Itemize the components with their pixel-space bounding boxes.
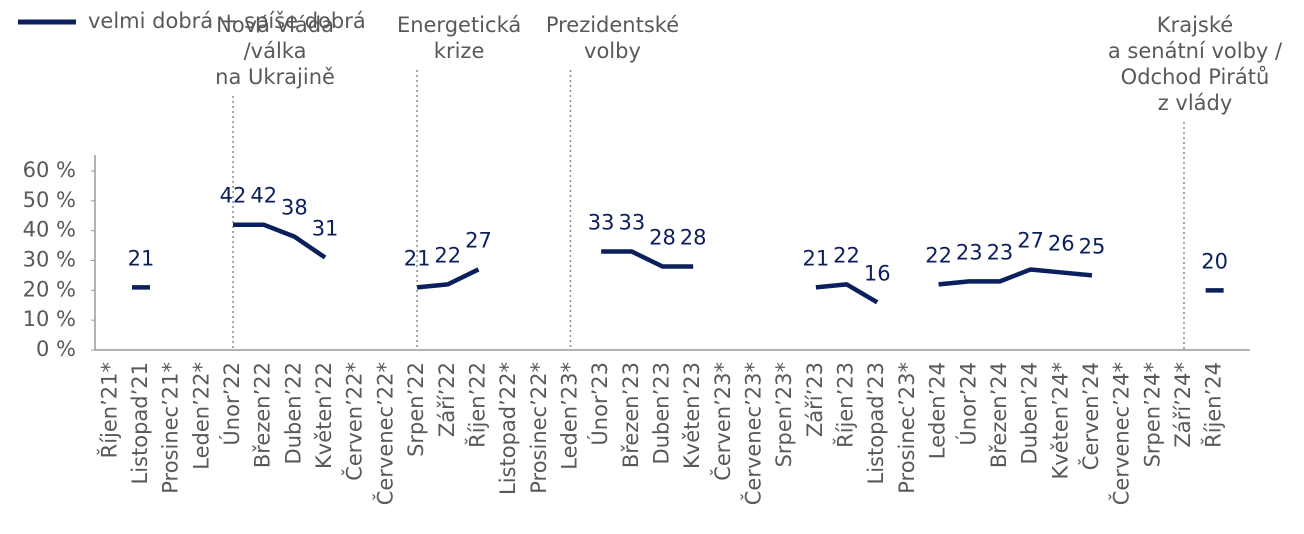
x-tick-label: Prosinec’22* — [527, 362, 551, 494]
data-label: 28 — [649, 225, 676, 249]
x-tick-label: Červenec’22* — [372, 362, 397, 505]
y-tick-label: 50 % — [23, 188, 76, 212]
data-label: 27 — [1017, 228, 1044, 252]
data-label: 25 — [1079, 234, 1106, 258]
annotation: a senátní volby / — [1108, 39, 1283, 63]
annotation: Odchod Pirátů — [1121, 65, 1270, 89]
x-tick-label: Leden’24 — [926, 362, 950, 459]
annotation: Krajské — [1157, 13, 1233, 37]
x-tick-label: Říjen’22 — [464, 362, 489, 448]
data-label: 22 — [833, 243, 860, 267]
data-label: 21 — [404, 246, 431, 270]
data-label: 22 — [925, 243, 952, 267]
data-label: 31 — [312, 217, 339, 241]
x-tick-label: Srpen’22 — [404, 362, 428, 457]
x-tick-label: Květen’22 — [312, 362, 336, 469]
annotation: z vlády — [1158, 91, 1233, 115]
annotation: na Ukrajině — [215, 65, 335, 89]
series-line — [601, 249, 694, 269]
annotation: /válka — [244, 39, 307, 63]
series-line — [233, 222, 327, 260]
y-tick-label: 30 % — [23, 248, 76, 272]
x-tick-label: Září’23 — [803, 362, 827, 437]
y-tick-label: 60 % — [23, 158, 76, 182]
x-tick-label: Prosinec’23* — [895, 362, 919, 494]
x-tick-label: Duben’22 — [281, 362, 305, 464]
x-tick-label: Březen’22 — [251, 362, 275, 468]
annotation: Prezidentské — [546, 13, 679, 37]
data-label: 16 — [864, 261, 891, 285]
data-label: 42 — [250, 184, 277, 208]
x-tick-label: Září’22 — [435, 362, 459, 437]
x-tick-label: Červenec’24* — [1109, 362, 1134, 505]
x-tick-label: Červen’23* — [710, 362, 735, 481]
annotation: krize — [434, 39, 485, 63]
x-tick-label: Duben’24 — [1018, 362, 1042, 464]
x-tick-label: Říjen’23 — [833, 362, 858, 448]
x-tick-label: Listopad’21 — [128, 362, 152, 484]
x-tick-label: Srpen’24* — [1140, 362, 1164, 467]
x-tick-label: Únor’22 — [219, 362, 244, 446]
data-label: 22 — [434, 243, 461, 267]
x-tick-label: Říjen’24 — [1201, 362, 1226, 448]
x-tick-label: Srpen’23* — [772, 362, 796, 467]
data-label: 21 — [803, 246, 830, 270]
data-label: 27 — [465, 228, 492, 252]
x-tick-label: Listopad’23 — [864, 362, 888, 484]
x-tick-label: Červenec’23* — [741, 362, 766, 505]
annotation: Nová vláda — [216, 13, 334, 37]
x-tick-label: Září’24* — [1171, 362, 1195, 448]
x-tick-label: Říjen’21* — [96, 362, 121, 458]
series-line — [938, 267, 1093, 287]
y-tick-label: 0 % — [36, 337, 76, 361]
x-tick-label: Květen’24* — [1048, 362, 1072, 479]
y-tick-label: 20 % — [23, 277, 76, 301]
x-tick-label: Únor’24 — [955, 362, 980, 446]
data-label: 33 — [588, 211, 615, 235]
x-tick-label: Březen’23 — [619, 362, 643, 468]
data-label: 42 — [220, 184, 247, 208]
data-label: 23 — [987, 240, 1014, 264]
data-label: 33 — [618, 211, 645, 235]
x-tick-label: Květen’23 — [680, 362, 704, 469]
data-label: 23 — [956, 240, 983, 264]
data-label: 26 — [1048, 231, 1075, 255]
x-tick-label: Duben’23 — [650, 362, 674, 464]
annotation: volby — [584, 39, 641, 63]
data-label: 21 — [128, 246, 155, 270]
y-tick-label: 10 % — [23, 307, 76, 331]
data-label: 38 — [281, 196, 308, 220]
x-tick-label: Březen’24 — [987, 362, 1011, 468]
y-tick-label: 40 % — [23, 218, 76, 242]
x-tick-label: Červen’22* — [342, 362, 367, 481]
x-tick-label: Únor’23 — [587, 362, 612, 446]
legend-label: velmi dobrá + spíše dobrá — [88, 9, 366, 33]
x-tick-label: Listopad’22* — [496, 362, 520, 495]
data-label: 20 — [1201, 249, 1228, 273]
series-line — [416, 267, 480, 290]
annotation: Energetická — [397, 13, 521, 37]
series-line — [815, 282, 879, 305]
x-tick-label: Prosinec’21* — [159, 362, 183, 494]
x-tick-label: Červen’24 — [1078, 362, 1103, 470]
x-tick-label: Leden’23* — [557, 362, 581, 470]
x-tick-label: Leden’22* — [189, 362, 213, 470]
data-label: 28 — [680, 225, 707, 249]
